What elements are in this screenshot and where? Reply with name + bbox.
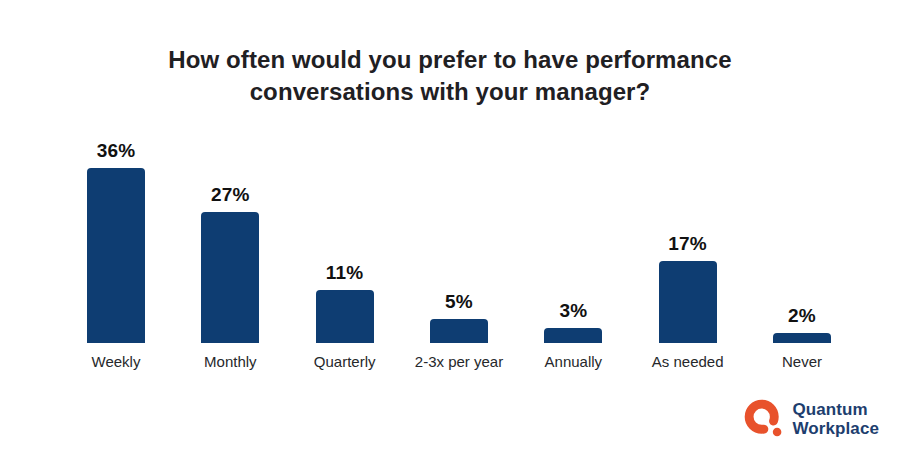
- bar: [316, 290, 374, 343]
- logo-wordmark: Quantum Workplace: [792, 401, 879, 437]
- bar-category-label: As needed: [652, 353, 724, 371]
- bar: [659, 261, 717, 343]
- bar-value-label: 36%: [97, 140, 136, 162]
- logo-line2: Workplace: [792, 420, 879, 438]
- quantum-q-ring-icon: [744, 399, 785, 440]
- bar-value-label: 27%: [211, 184, 250, 206]
- bar-category-label: Quarterly: [314, 353, 376, 371]
- bar-category-label: Monthly: [204, 353, 257, 371]
- bar: [773, 333, 831, 343]
- chart-canvas: How often would you prefer to have perfo…: [0, 0, 900, 450]
- bar-column: 17%As needed: [659, 233, 717, 371]
- bar-value-label: 3%: [559, 300, 587, 322]
- bar-column: 5%2-3x per year: [430, 291, 488, 371]
- bar: [87, 168, 145, 343]
- bar-chart: 36%Weekly27%Monthly11%Quarterly5%2-3x pe…: [87, 0, 831, 371]
- logo-line1: Quantum: [792, 401, 879, 419]
- bar: [201, 212, 259, 343]
- bar-column: 36% Weekly: [87, 140, 145, 371]
- bar-value-label: 17%: [668, 233, 707, 255]
- bar-category-label: 2-3x per year: [415, 353, 503, 371]
- bar-category-label: Weekly: [92, 353, 141, 371]
- bar-column: 11% Quarterly: [316, 262, 374, 371]
- bar-value-label: 2%: [788, 305, 816, 327]
- bar-category-label: Never: [782, 353, 822, 371]
- bar-value-label: 5%: [445, 291, 473, 313]
- bar-category-label: Annually: [545, 353, 603, 371]
- bar-value-label: 11%: [326, 262, 364, 284]
- bar-column: 27% Monthly: [201, 184, 259, 371]
- bar-column: 2% Never: [773, 305, 831, 371]
- bar-column: 3% Annually: [544, 300, 602, 371]
- bar: [430, 319, 488, 343]
- quantum-workplace-logo: Quantum Workplace: [744, 399, 879, 440]
- bar: [544, 328, 602, 343]
